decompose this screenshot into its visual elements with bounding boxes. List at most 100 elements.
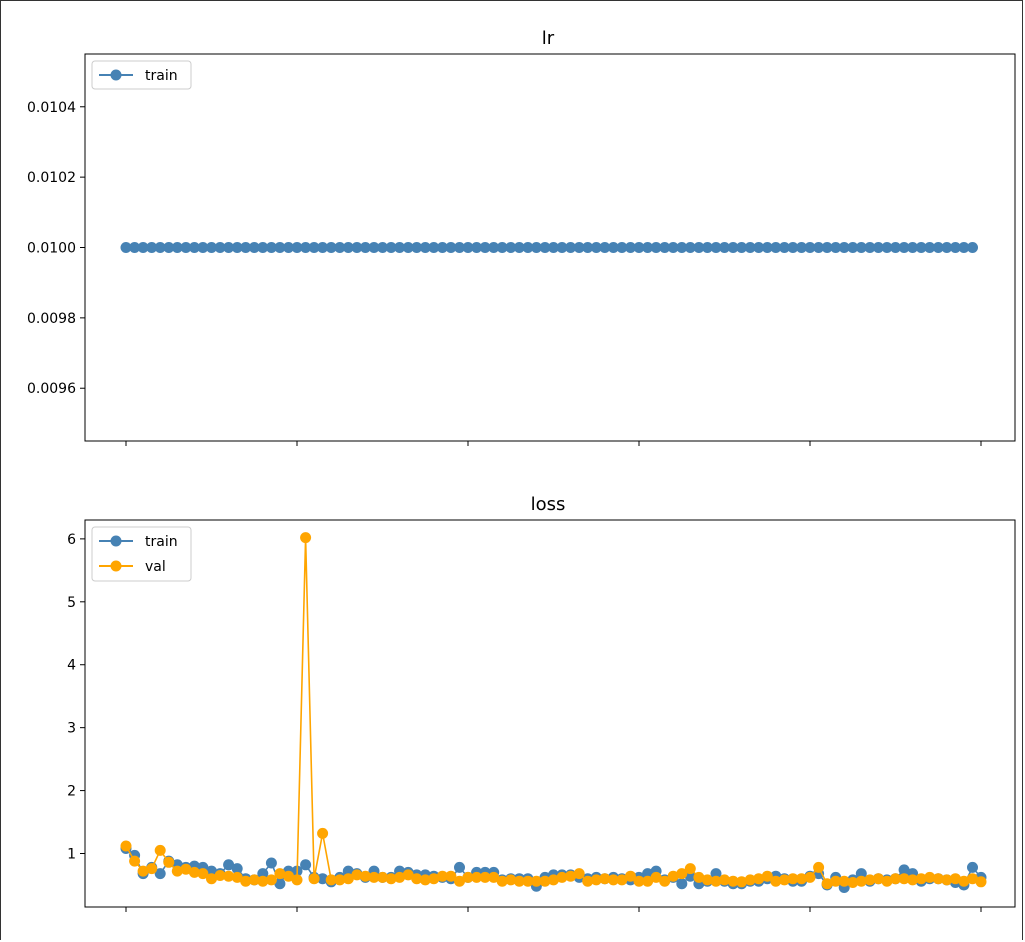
lr-train-point (206, 242, 217, 253)
loss-val-point (616, 874, 628, 886)
lr-series (120, 242, 978, 253)
loss-y-tick-label: 3 (67, 721, 76, 737)
loss-val-point (727, 875, 739, 887)
loss-val-point (462, 871, 474, 883)
lr-train-point (163, 242, 175, 253)
loss-val-point (530, 875, 542, 887)
loss-val-point (719, 874, 730, 886)
loss-val-point (565, 870, 577, 882)
loss-val-point (265, 874, 277, 886)
loss-val-point (471, 871, 483, 883)
loss-val-point (180, 863, 192, 875)
lr-train-point (932, 242, 944, 253)
loss-val-point (428, 873, 440, 885)
lr-train-point (188, 242, 200, 253)
lr-train-point (659, 242, 671, 253)
loss-val-point (941, 874, 953, 886)
loss-val-point (761, 870, 773, 882)
loss-val-point (804, 871, 816, 883)
loss-val-point (778, 874, 790, 886)
lr-train-point (496, 242, 508, 253)
loss-val-point (556, 871, 568, 883)
lr-train-point (530, 242, 542, 253)
loss-val-point (291, 874, 303, 886)
loss-train-point (710, 868, 722, 880)
loss-val-point (240, 875, 252, 887)
lr-train-point (283, 242, 294, 253)
loss-val-point (633, 875, 645, 887)
lr-train-point (223, 242, 235, 253)
lr-train-point (727, 242, 739, 253)
loss-val-point (642, 875, 654, 887)
loss-val-point (325, 874, 337, 886)
lr-train-point (650, 242, 662, 253)
lr-train-point (180, 242, 192, 253)
loss-val-point (231, 871, 243, 883)
loss-train-point (342, 865, 354, 877)
loss-val-point (214, 870, 226, 881)
loss-val-point (454, 875, 465, 887)
loss-panel: loss 1 2 3 4 5 6 train val (67, 494, 1016, 912)
lr-train-point (770, 242, 782, 253)
loss-y-tick-label: 6 (67, 532, 76, 548)
loss-val-point (787, 873, 799, 885)
loss-val-point (915, 873, 927, 885)
lr-train-point (872, 242, 884, 253)
lr-train-point (881, 242, 893, 253)
loss-val-point (488, 871, 500, 883)
lr-train-point (924, 242, 936, 253)
lr-train-point (573, 242, 585, 253)
loss-val-point (368, 871, 380, 883)
lr-train-point (488, 242, 500, 253)
loss-val-point (522, 875, 534, 887)
loss-series (120, 532, 987, 893)
lr-train-point (325, 242, 337, 253)
loss-val-point (120, 840, 132, 852)
loss-title: loss (531, 494, 566, 515)
loss-val-point (890, 873, 901, 885)
loss-legend-train-label: train (145, 534, 178, 550)
loss-val-point (898, 873, 910, 885)
loss-val-point (864, 874, 876, 886)
loss-val-point (436, 870, 448, 882)
loss-val-point (445, 870, 457, 882)
loss-val-point (342, 873, 354, 885)
loss-val-point (402, 869, 414, 881)
lr-train-point (428, 242, 440, 253)
lr-train-point (898, 242, 910, 253)
loss-val-point (607, 874, 619, 886)
lr-train-point (582, 242, 594, 253)
loss-val-point (590, 874, 602, 886)
lr-train-point (719, 242, 730, 253)
loss-train-point (231, 863, 243, 875)
loss-val-point (949, 873, 961, 885)
lr-train-point (419, 242, 431, 253)
lr-x-ticks (125, 441, 982, 446)
lr-train-point (154, 242, 166, 253)
loss-val-point (830, 875, 842, 887)
lr-train-point (317, 242, 329, 253)
lr-train-point (744, 242, 756, 253)
lr-train-point (736, 242, 748, 253)
loss-val-point (676, 868, 688, 880)
loss-y-tick-label: 4 (67, 658, 76, 674)
loss-val-point (625, 870, 636, 882)
lr-train-point (821, 242, 833, 253)
lr-train-point (368, 242, 380, 253)
loss-train-point (454, 861, 465, 873)
lr-train-point (590, 242, 602, 253)
loss-axes (84, 519, 1016, 908)
lr-train-point (676, 242, 688, 253)
loss-val-point (505, 874, 517, 886)
loss-val-point (394, 871, 406, 883)
lr-train-point (642, 242, 654, 253)
lr-train-point (556, 242, 568, 253)
lr-train-point (958, 242, 970, 253)
lr-train-point (967, 242, 978, 253)
loss-val-point (693, 871, 705, 883)
loss-val-point (736, 876, 748, 888)
lr-train-point (402, 242, 414, 253)
loss-val-point (684, 863, 696, 875)
loss-val-point (847, 877, 859, 888)
